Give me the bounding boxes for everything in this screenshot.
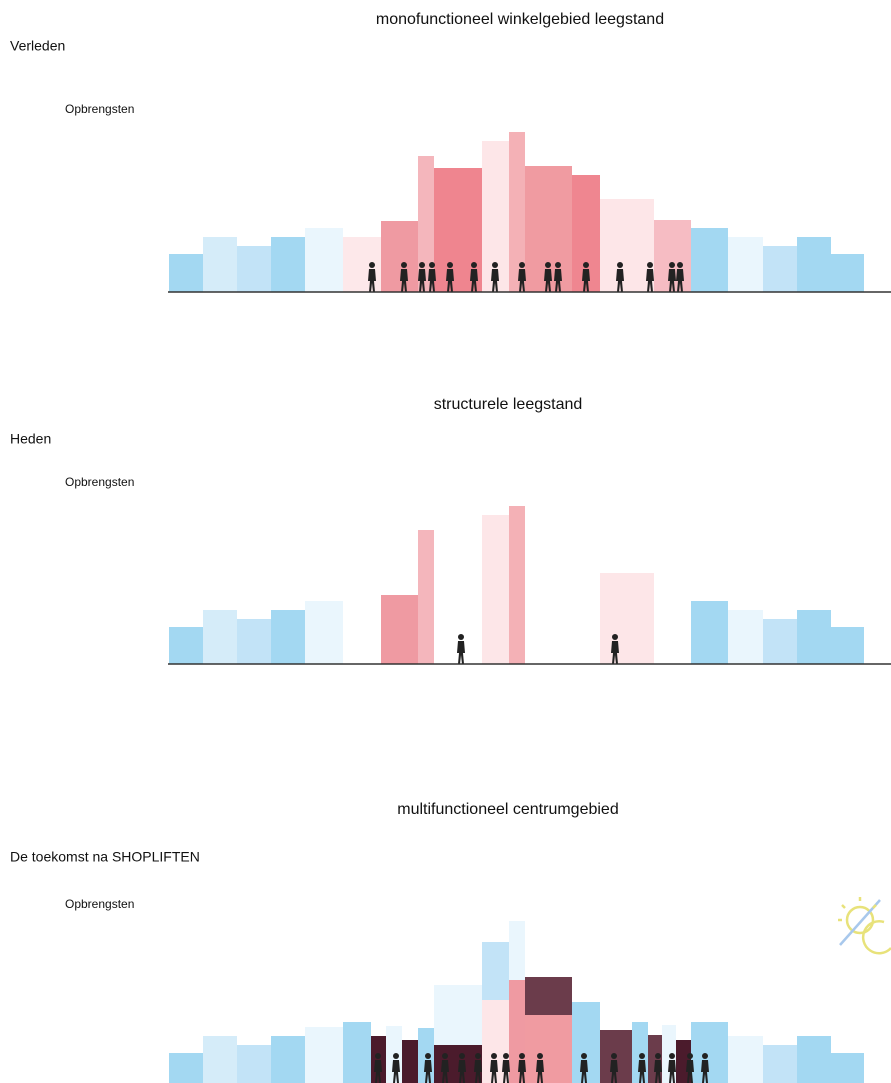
building-block (381, 595, 418, 664)
period-label: Verleden (10, 38, 65, 54)
building-block (381, 221, 418, 292)
person (639, 1053, 645, 1059)
building-block (797, 610, 831, 664)
building-block (691, 601, 728, 664)
panel-present (169, 506, 864, 664)
person (419, 262, 425, 268)
person (669, 1053, 675, 1059)
person (611, 1053, 617, 1059)
person (425, 1053, 431, 1059)
panel-title: multifunctioneel centrumgebied (397, 801, 618, 818)
period-label: Heden (10, 431, 51, 447)
axis-label: Opbrengsten (65, 475, 134, 489)
building-block (797, 1036, 831, 1083)
building-block (343, 237, 381, 292)
building-block (237, 1045, 271, 1083)
building-block (831, 627, 864, 664)
building-block (203, 237, 237, 292)
person (519, 1053, 525, 1059)
building-block (237, 246, 271, 292)
building-block (763, 1045, 797, 1083)
building-block (728, 237, 763, 292)
building-block (169, 627, 203, 664)
person (545, 262, 551, 268)
panel-future (169, 921, 864, 1083)
building-block (691, 228, 728, 292)
building-block (797, 237, 831, 292)
person (491, 1053, 497, 1059)
person (471, 262, 477, 268)
person (612, 634, 618, 640)
person (492, 262, 498, 268)
building-block (600, 199, 654, 292)
person (519, 262, 525, 268)
building-block (237, 619, 271, 664)
person (458, 634, 464, 640)
building-block (305, 1027, 343, 1083)
period-label: De toekomst na SHOPLIFTEN (10, 849, 200, 865)
building-block (728, 610, 763, 664)
person (583, 262, 589, 268)
building-block (728, 1036, 763, 1083)
building-block (343, 1022, 371, 1083)
building-block (509, 132, 525, 292)
building-block (600, 573, 654, 664)
panel-past (169, 132, 864, 292)
building-block (509, 506, 525, 664)
person (647, 262, 653, 268)
person (393, 1053, 399, 1059)
building-block (271, 1036, 305, 1083)
person (503, 1053, 509, 1059)
person (457, 641, 465, 664)
building-block (169, 1053, 203, 1083)
person (459, 1053, 465, 1059)
person (581, 1053, 587, 1059)
building-block (305, 228, 343, 292)
building-block (525, 977, 572, 1015)
panel-title: structurele leegstand (434, 396, 583, 413)
person (401, 262, 407, 268)
panel-title: monofunctioneel winkelgebied leegstand (376, 11, 664, 28)
building-block (831, 1053, 864, 1083)
building-block (831, 254, 864, 292)
person (677, 262, 683, 268)
building-block (691, 1022, 728, 1083)
axis-label: Opbrengsten (65, 897, 134, 911)
building-block (763, 619, 797, 664)
building-block (203, 1036, 237, 1083)
building-block (402, 1040, 418, 1083)
building-block (169, 254, 203, 292)
building-block (418, 530, 434, 664)
building-block (271, 237, 305, 292)
person (537, 1053, 543, 1059)
building-block (482, 515, 509, 664)
building-block (271, 610, 305, 664)
person (617, 262, 623, 268)
person (475, 1053, 481, 1059)
building-block (305, 601, 343, 664)
person (447, 262, 453, 268)
person (655, 1053, 661, 1059)
building-block (203, 610, 237, 664)
person (429, 262, 435, 268)
sun-moon-icon (838, 897, 891, 953)
building-block (763, 246, 797, 292)
person (702, 1053, 708, 1059)
person (442, 1053, 448, 1059)
person (375, 1053, 381, 1059)
axis-label: Opbrengsten (65, 102, 134, 116)
person (687, 1053, 693, 1059)
infographic: monofunctioneel winkelgebied leegstand V… (0, 0, 891, 1083)
person (369, 262, 375, 268)
person (669, 262, 675, 268)
person (555, 262, 561, 268)
